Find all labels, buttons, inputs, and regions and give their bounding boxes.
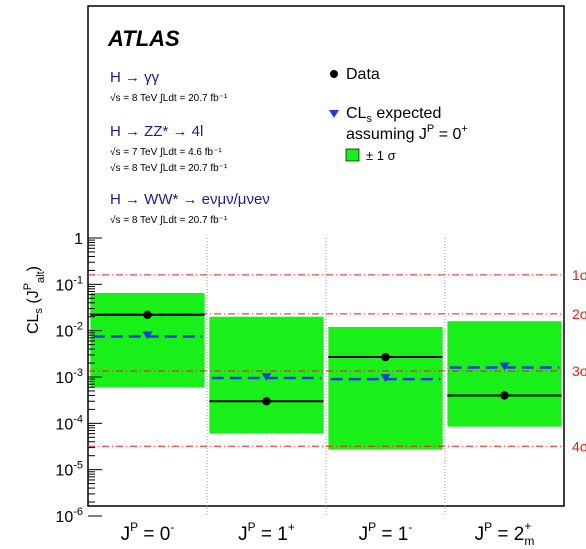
sigma-band	[447, 321, 562, 427]
channel-title-gamma: H → γγ	[110, 69, 160, 86]
significance-label: 4σ	[572, 438, 586, 454]
significance-label: 2σ	[572, 306, 586, 322]
expected-series	[92, 331, 560, 383]
sigma-band	[328, 326, 443, 450]
channel-title-zz: H → ZZ* → 4l	[110, 123, 203, 140]
y-tick-label: 10-5	[55, 460, 83, 480]
significance-lines	[88, 274, 564, 447]
expected-marker	[261, 373, 272, 382]
category-separators	[206, 238, 446, 516]
y-tick-label: 10-1	[55, 274, 83, 294]
data-point	[262, 397, 271, 406]
significance-labels: 1σ 2σ 3σ 4σ	[572, 267, 586, 454]
y-tick-label: 1	[74, 231, 83, 248]
y-tick-label: 10-4	[55, 413, 83, 433]
y-tick-label: 10-2	[55, 321, 83, 341]
channel-zz-line-1: √s = 7 TeV ∫Ldt = 4.6 fb⁻¹	[110, 146, 222, 158]
significance-label: 1σ	[572, 267, 586, 283]
expected-marker	[499, 362, 510, 371]
channel-gamma-line-1: √s = 8 TeV ∫Ldt = 20.7 fb⁻¹	[110, 92, 228, 104]
x-tick-label: JP = 0-	[121, 520, 175, 545]
x-tick-label: JP = 1-	[359, 520, 413, 545]
channel-title-ww: H → WW* → eνμν/μνeν	[110, 191, 270, 208]
channel-ww-line-1: √s = 8 TeV ∫Ldt = 20.7 fb⁻¹	[110, 214, 228, 226]
legend-expected-label: CLs expected	[346, 105, 441, 125]
significance-label: 3σ	[572, 363, 586, 379]
sigma-bands	[90, 293, 562, 450]
expected-marker	[380, 374, 391, 383]
data-point	[500, 391, 509, 400]
legend-expected-assumption: assuming JP = 0+	[346, 123, 468, 143]
data-point	[381, 352, 390, 362]
x-axis: JP = 0- JP = 1+ JP = 1- JP = 2+ m	[121, 519, 535, 548]
legend-band-swatch	[345, 148, 360, 162]
data-series	[90, 310, 562, 406]
x-tick-label: JP = 1+	[238, 520, 295, 545]
data-point	[143, 310, 152, 320]
sigma-band	[90, 293, 205, 388]
channel-zz-line-2: √s = 8 TeV ∫Ldt = 20.7 fb⁻¹	[110, 162, 228, 174]
experiment-label: ATLAS	[107, 26, 180, 51]
x-tick-label: JP = 2+ m	[475, 519, 535, 548]
legend-expected-marker	[329, 110, 339, 118]
legend-data-marker	[330, 70, 338, 78]
y-axis: 1 10-1 10-2 10-3 10-4 10-5 10-6	[55, 231, 102, 526]
expected-marker	[142, 331, 153, 340]
y-tick-label: 10-3	[55, 367, 83, 387]
y-axis-title: CLs (JPalt)	[22, 266, 47, 334]
legend-data-label: Data	[346, 66, 380, 83]
y-tick-label: 10-6	[55, 506, 83, 526]
legend-band-label: ± 1 σ	[366, 148, 396, 163]
